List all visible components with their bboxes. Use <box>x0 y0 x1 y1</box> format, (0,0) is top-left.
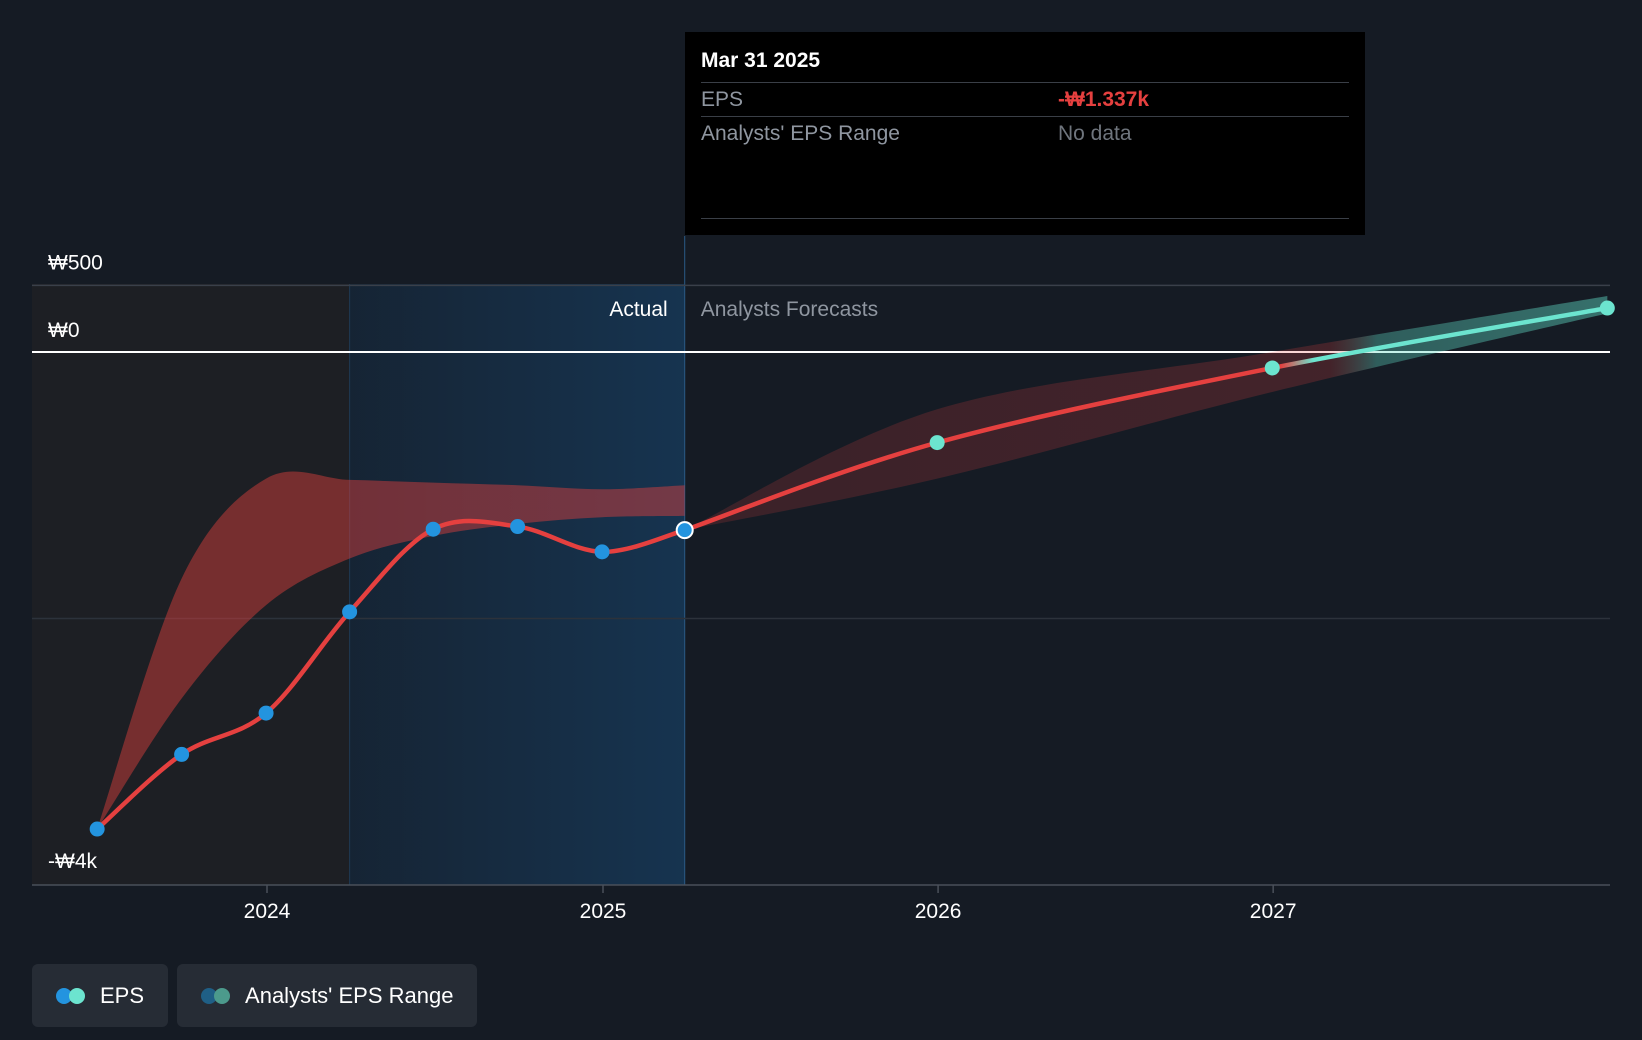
axis-labels: ₩500 ₩0 -₩4k 2024 2025 2026 2027 Actual Analysts… <box>48 251 1297 923</box>
x-axis-tick-label: 2024 <box>244 900 291 923</box>
y-axis-label: -₩4k <box>48 850 97 873</box>
eps-forecast-point <box>1599 300 1615 316</box>
eps-point-highlighted <box>675 521 694 540</box>
tooltip-range-value: No data <box>1058 122 1132 145</box>
legend-eps-label: EPS <box>100 982 145 1008</box>
tooltip-divider <box>701 218 1349 219</box>
tooltip-range-label: Analysts' EPS Range <box>701 122 900 145</box>
legend-eps-button[interactable]: EPS <box>32 964 169 1027</box>
eps-actual-point <box>258 705 274 721</box>
y-axis-label: ₩500 <box>48 251 103 274</box>
past-region-shade <box>32 284 350 885</box>
eps-actual-point <box>342 604 358 620</box>
legend-range-label: Analysts' EPS Range <box>245 982 454 1008</box>
eps-actual-point <box>89 821 105 837</box>
forecast-region-label: Analysts Forecasts <box>701 298 878 321</box>
actual-eps-range-band <box>97 471 685 830</box>
actual-region-shade <box>349 284 685 885</box>
tooltip-date: Mar 31 2025 <box>701 49 821 72</box>
eps-actual-point <box>174 746 190 762</box>
tooltip-eps-value: -₩1.337k <box>1058 88 1150 111</box>
range-bands <box>97 296 1608 830</box>
actual-region-label: Actual <box>609 298 667 321</box>
y-axis-label: ₩0 <box>48 319 80 342</box>
eps-actual-point <box>594 544 610 560</box>
chart-legend: EPS Analysts' EPS Range <box>32 964 478 1027</box>
x-axis-tick-label: 2025 <box>580 900 627 923</box>
eps-actual-point <box>510 519 526 535</box>
eps-actual-point <box>425 521 441 537</box>
range-legend-icon <box>201 987 231 1005</box>
eps-forecast-point <box>929 435 945 451</box>
x-axis-tick-label: 2027 <box>1250 900 1297 923</box>
forecast-eps-range-band <box>684 296 1608 531</box>
tooltip-range-row: Analysts' EPS Range No data <box>701 116 1349 150</box>
chart-background <box>32 236 686 885</box>
legend-range-button[interactable]: Analysts' EPS Range <box>177 964 478 1027</box>
eps-legend-icon <box>56 987 86 1005</box>
tooltip-eps-label: EPS <box>701 88 744 111</box>
x-axis-tick-label: 2026 <box>915 900 962 923</box>
eps-forecast-point <box>1264 360 1280 376</box>
hover-tooltip: Mar 31 2025 EPS -₩1.337k Analysts' EPS R… <box>685 32 1365 235</box>
eps-forecast-line <box>682 305 1610 533</box>
tooltip-eps-row: EPS -₩1.337k <box>701 82 1349 116</box>
eps-points <box>89 300 1615 837</box>
